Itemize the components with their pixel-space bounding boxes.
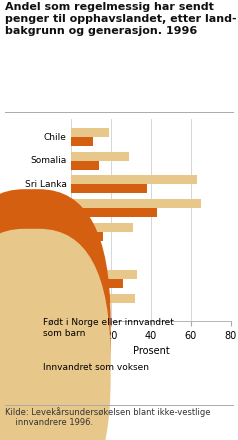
Text: Innvandret som voksen: Innvandret som voksen [43, 363, 149, 372]
Bar [71, 303, 95, 312]
Bar [71, 152, 129, 161]
Text: Andel som regelmessig har sendt
penger til opphavslandet, etter land-
bakgrunn o: Andel som regelmessig har sendt penger t… [5, 2, 236, 36]
Bar [71, 232, 103, 241]
Bar [71, 246, 89, 256]
Bar [71, 128, 109, 137]
Bar [71, 223, 133, 232]
Bar [71, 208, 157, 217]
Text: Kilde: Levekårsundersøkelsen blant ikke-vestlige
    innvandrere 1996.: Kilde: Levekårsundersøkelsen blant ikke-… [5, 407, 210, 427]
Bar [71, 256, 99, 264]
Bar [71, 184, 147, 194]
Bar [71, 279, 123, 288]
Bar [71, 270, 137, 279]
Text: Født i Norge eller innvandret
som barn: Født i Norge eller innvandret som barn [43, 318, 174, 337]
Bar [71, 137, 93, 146]
Bar [71, 176, 197, 184]
X-axis label: Prosent: Prosent [133, 346, 169, 356]
Bar [71, 199, 201, 208]
Bar [71, 294, 135, 303]
Bar [71, 161, 99, 170]
